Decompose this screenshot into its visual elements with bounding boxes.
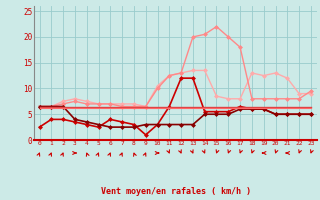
Text: Vent moyen/en rafales ( km/h ): Vent moyen/en rafales ( km/h ) [101, 187, 251, 196]
